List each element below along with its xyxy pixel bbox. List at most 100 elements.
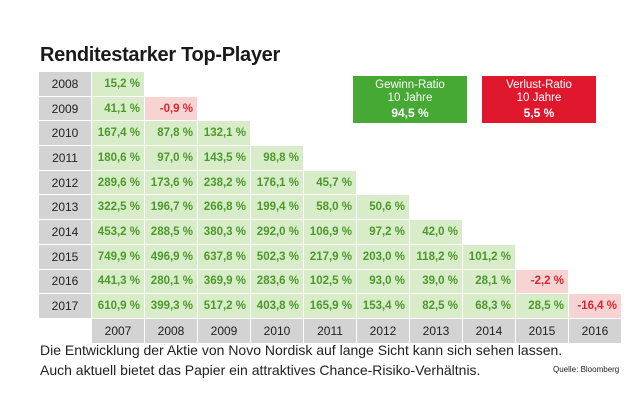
empty-cell <box>410 146 462 170</box>
empty-cell <box>463 220 515 244</box>
return-cell-2011-2009: 143,5 % <box>198 146 250 170</box>
empty-cell <box>516 170 568 195</box>
return-cell-2017-2008: 399,3 % <box>145 294 197 318</box>
return-triangle-table: 2008 15,2 % 2009 41,1 % -0,9 % 2010 167,4 % 87,… <box>39 72 621 343</box>
return-cell-2016-2011: 102,5 % <box>304 269 356 294</box>
row-label-2014: 2014 <box>39 220 91 244</box>
empty-cell <box>463 121 515 146</box>
return-cell-2015-2009: 637,8 % <box>198 244 250 269</box>
column-label-2008: 2008 <box>145 318 197 343</box>
return-cell-2013-2012: 50,6 % <box>357 195 409 220</box>
empty-cell <box>516 244 568 269</box>
return-cell-2017-2013: 82,5 % <box>410 294 462 318</box>
return-cell-2012-2010: 176,1 % <box>251 170 303 195</box>
empty-cell <box>569 121 621 146</box>
return-cell-2015-2014: 101,2 % <box>463 244 515 269</box>
return-cell-2012-2008: 173,6 % <box>145 170 197 195</box>
empty-cell <box>357 146 409 170</box>
empty-cell <box>569 220 621 244</box>
caption-line-1: Die Entwicklung der Aktie von Novo Nordi… <box>40 342 563 358</box>
return-cell-2016-2013: 39,0 % <box>410 269 462 294</box>
empty-cell <box>516 121 568 146</box>
empty-cell <box>516 195 568 220</box>
empty-cell <box>251 72 303 96</box>
return-cell-2017-2012: 153,4 % <box>357 294 409 318</box>
empty-cell <box>304 146 356 170</box>
return-cell-2016-2014: 28,1 % <box>463 269 515 294</box>
row-label-2012: 2012 <box>39 170 91 195</box>
return-cell-2014-2009: 380,3 % <box>198 220 250 244</box>
empty-cell <box>516 146 568 170</box>
gain-ratio-period: 10 Jahre <box>387 91 433 104</box>
return-cell-2013-2007: 322,5 % <box>92 195 144 220</box>
column-label-2007: 2007 <box>92 318 144 343</box>
return-cell-2014-2011: 106,9 % <box>304 220 356 244</box>
empty-cell <box>569 269 621 294</box>
row-label-2008: 2008 <box>39 72 91 96</box>
column-label-2013: 2013 <box>410 318 462 343</box>
empty-cell <box>569 146 621 170</box>
empty-cell <box>304 72 356 96</box>
row-label-2009: 2009 <box>39 96 91 121</box>
column-label-2012: 2012 <box>357 318 409 343</box>
return-cell-2014-2010: 292,0 % <box>251 220 303 244</box>
row-label-2016: 2016 <box>39 269 91 294</box>
return-cell-2017-2015: 28,5 % <box>516 294 568 318</box>
loss-ratio-box: Verlust-Ratio 10 Jahre 5,5 % <box>482 76 596 123</box>
return-cell-2013-2011: 58,0 % <box>304 195 356 220</box>
return-cell-2011-2010: 98,8 % <box>251 146 303 170</box>
return-cell-2015-2013: 118,2 % <box>410 244 462 269</box>
empty-cell <box>410 195 462 220</box>
return-cell-2017-2010: 403,8 % <box>251 294 303 318</box>
return-cell-2016-2008: 280,1 % <box>145 269 197 294</box>
empty-cell <box>145 72 197 96</box>
return-cell-2011-2007: 180,6 % <box>92 146 144 170</box>
return-cell-2013-2010: 199,4 % <box>251 195 303 220</box>
chart-title: Renditestarker Top-Player <box>40 44 280 66</box>
row-label-2015: 2015 <box>39 244 91 269</box>
return-cell-2013-2008: 196,7 % <box>145 195 197 220</box>
return-cell-2017-2011: 165,9 % <box>304 294 356 318</box>
empty-cell <box>463 170 515 195</box>
return-cell-2008-2007: 15,2 % <box>92 72 144 96</box>
return-cell-2012-2007: 289,6 % <box>92 170 144 195</box>
gain-ratio-value: 94,5 % <box>391 106 429 121</box>
return-cell-2014-2007: 453,2 % <box>92 220 144 244</box>
return-cell-2012-2011: 45,7 % <box>304 170 356 195</box>
gain-ratio-box: Gewinn-Ratio 10 Jahre 94,5 % <box>353 76 467 123</box>
column-label-2009: 2009 <box>198 318 250 343</box>
source-note: Quelle: Bloomberg <box>553 365 620 374</box>
return-cell-2016-2009: 369,9 % <box>198 269 250 294</box>
empty-cell <box>463 146 515 170</box>
row-label-2017: 2017 <box>39 294 91 318</box>
return-cell-2011-2008: 97,0 % <box>145 146 197 170</box>
empty-cell <box>569 170 621 195</box>
column-label-2015: 2015 <box>516 318 568 343</box>
column-label-2014: 2014 <box>463 318 515 343</box>
column-label-2010: 2010 <box>251 318 303 343</box>
return-cell-2016-2012: 93,0 % <box>357 269 409 294</box>
loss-ratio-value: 5,5 % <box>523 106 555 121</box>
return-cell-2017-2009: 517,2 % <box>198 294 250 318</box>
empty-cell <box>569 244 621 269</box>
empty-cell <box>251 96 303 121</box>
header-corner <box>39 318 91 343</box>
loss-ratio-label: Verlust-Ratio <box>506 79 572 91</box>
return-cell-2017-2014: 68,3 % <box>463 294 515 318</box>
return-cell-2014-2013: 42,0 % <box>410 220 462 244</box>
return-cell-2009-2008: -0,9 % <box>145 96 197 121</box>
row-label-2010: 2010 <box>39 121 91 146</box>
empty-cell <box>304 96 356 121</box>
return-cell-2017-2016: -16,4 % <box>569 294 621 318</box>
return-cell-2012-2009: 238,2 % <box>198 170 250 195</box>
column-label-2016: 2016 <box>569 318 621 343</box>
empty-cell <box>410 170 462 195</box>
return-cell-2017-2007: 610,9 % <box>92 294 144 318</box>
return-cell-2015-2008: 496,9 % <box>145 244 197 269</box>
return-cell-2015-2012: 203,0 % <box>357 244 409 269</box>
empty-cell <box>463 195 515 220</box>
caption-line-2: Auch aktuell bietet das Papier ein attra… <box>40 362 481 378</box>
empty-cell <box>304 121 356 146</box>
empty-cell <box>198 96 250 121</box>
return-cell-2015-2011: 217,9 % <box>304 244 356 269</box>
